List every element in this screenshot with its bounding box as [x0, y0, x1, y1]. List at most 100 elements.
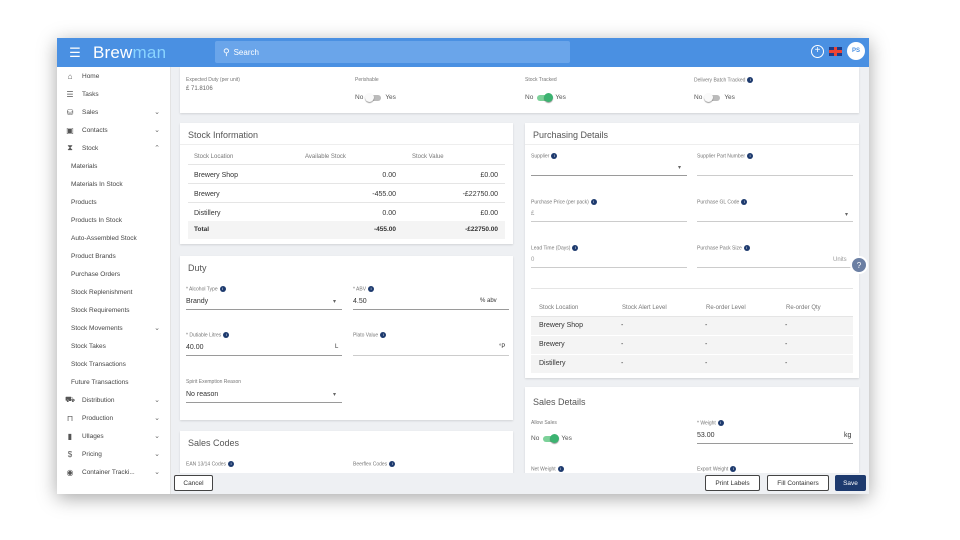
sidebar-item[interactable]: Auto-Assembled Stock: [57, 229, 170, 247]
fill-containers-button[interactable]: Fill Containers: [767, 475, 829, 491]
sidebar-item[interactable]: Materials: [57, 157, 170, 175]
switch[interactable]: [704, 92, 721, 102]
sidebar-item[interactable]: Products: [57, 193, 170, 211]
dutiable-litres-input[interactable]: 40.00: [186, 344, 204, 351]
purchase-gl-select[interactable]: [697, 221, 853, 222]
sidebar-item[interactable]: Stock Transactions: [57, 355, 170, 373]
chevron-down-icon[interactable]: ⌄: [154, 469, 160, 476]
brewman-logo[interactable]: Brewman: [93, 43, 166, 63]
sidebar-item[interactable]: ⊓ Production ⌄: [57, 409, 170, 427]
print-labels-button[interactable]: Print Labels: [705, 475, 760, 491]
sidebar-item[interactable]: Future Transactions: [57, 373, 170, 391]
chevron-up-icon[interactable]: ⌃: [154, 145, 160, 152]
ean-codes-label: EAN 13/14 Codes i: [186, 461, 235, 467]
sidebar-item[interactable]: ⌂ Home: [57, 67, 170, 85]
dropdown-arrow-icon[interactable]: ▾: [845, 212, 849, 218]
avatar[interactable]: PS: [847, 42, 865, 60]
abv-input[interactable]: 4.50: [353, 298, 367, 305]
lead-time-input[interactable]: 0: [531, 257, 535, 263]
sidebar-item[interactable]: ▣ Contacts ⌄: [57, 121, 170, 139]
sidebar-item-label: Container Tracki...: [82, 468, 135, 476]
info-icon[interactable]: i: [747, 153, 754, 159]
supplier-part-input[interactable]: [697, 175, 853, 176]
sidebar-item[interactable]: Purchase Orders: [57, 265, 170, 283]
info-icon[interactable]: i: [551, 153, 558, 159]
row-reorder-level[interactable]: -: [705, 341, 708, 348]
help-icon[interactable]: ?: [850, 256, 868, 274]
info-icon[interactable]: i: [747, 77, 754, 83]
chevron-down-icon[interactable]: ⌄: [154, 109, 160, 116]
row-reorder-level[interactable]: -: [705, 360, 708, 367]
info-icon[interactable]: i: [730, 466, 737, 472]
purchase-price-input[interactable]: £: [531, 211, 535, 217]
sidebar-item[interactable]: Products In Stock: [57, 211, 170, 229]
dropdown-arrow-icon[interactable]: ▾: [678, 165, 682, 171]
chevron-down-icon[interactable]: ⌄: [154, 451, 160, 458]
row-reorder-qty[interactable]: -: [785, 360, 788, 367]
sidebar-item[interactable]: Stock Replenishment: [57, 283, 170, 301]
info-icon[interactable]: i: [741, 199, 748, 205]
perishable-toggle[interactable]: No Yes: [355, 92, 396, 102]
supplier-text: Supplier: [531, 153, 550, 160]
chevron-down-icon[interactable]: ⌄: [154, 415, 160, 422]
sidebar-item[interactable]: ⛟ Distribution ⌄: [57, 391, 170, 409]
alcohol-type-select[interactable]: Brandy: [186, 298, 209, 305]
search-input[interactable]: ⚲ Search: [215, 41, 570, 63]
info-icon[interactable]: i: [590, 199, 597, 205]
weight-input[interactable]: 53.00: [697, 432, 715, 439]
spirit-exemption-select[interactable]: No reason: [186, 391, 219, 398]
pack-size-input[interactable]: [697, 267, 853, 268]
info-icon[interactable]: i: [380, 332, 387, 338]
dropdown-arrow-icon[interactable]: ▾: [333, 392, 337, 398]
sidebar-item[interactable]: $ Pricing ⌄: [57, 445, 170, 463]
info-icon[interactable]: i: [368, 286, 375, 292]
sidebar-item[interactable]: Stock Requirements: [57, 301, 170, 319]
switch[interactable]: [365, 92, 382, 102]
chevron-down-icon[interactable]: ⌄: [154, 325, 160, 332]
menu-icon[interactable]: ☰: [69, 44, 81, 60]
batch-tracked-toggle[interactable]: No Yes: [694, 92, 735, 102]
net-weight-text: Net Weight: [531, 466, 556, 473]
info-icon[interactable]: i: [572, 245, 579, 251]
row-location: Brewery: [194, 191, 220, 198]
row-reorder-qty[interactable]: -: [785, 341, 788, 348]
info-icon[interactable]: i: [743, 245, 750, 251]
sidebar-item[interactable]: ⧗ Stock ⌃: [57, 139, 170, 157]
info-icon[interactable]: i: [228, 461, 235, 467]
info-icon[interactable]: i: [557, 466, 564, 472]
sidebar-item[interactable]: Stock Movements ⌄: [57, 319, 170, 337]
cancel-button[interactable]: Cancel: [174, 475, 213, 491]
sidebar-item[interactable]: Product Brands: [57, 247, 170, 265]
col-stock-location: Stock Location: [539, 305, 579, 311]
sidebar-item[interactable]: ◉ Container Tracki... ⌄: [57, 463, 170, 481]
sidebar-item[interactable]: ⛁ Sales ⌄: [57, 103, 170, 121]
chevron-down-icon[interactable]: ⌄: [154, 397, 160, 404]
supplier-select[interactable]: [531, 175, 687, 176]
info-icon[interactable]: i: [717, 420, 724, 426]
allow-sales-toggle[interactable]: No Yes: [531, 433, 572, 443]
switch[interactable]: [543, 433, 560, 443]
spirit-exemption-label: Spirit Exemption Reason: [186, 379, 242, 385]
row-alert[interactable]: -: [621, 360, 624, 367]
chevron-down-icon[interactable]: ⌄: [154, 433, 160, 440]
row-alert[interactable]: -: [621, 322, 624, 329]
dutiable-litres-text: * Dutiable Litres: [186, 332, 222, 339]
sidebar-item[interactable]: Stock Takes: [57, 337, 170, 355]
uk-flag-icon[interactable]: [829, 46, 842, 56]
info-icon[interactable]: i: [389, 461, 396, 467]
sidebar-item[interactable]: Materials In Stock: [57, 175, 170, 193]
chevron-down-icon[interactable]: ⌄: [154, 127, 160, 134]
sidebar-item[interactable]: ▮ Ullages ⌄: [57, 427, 170, 445]
row-reorder-level[interactable]: -: [705, 322, 708, 329]
info-icon[interactable]: i: [219, 286, 226, 292]
dropdown-arrow-icon[interactable]: ▾: [333, 299, 337, 305]
info-icon[interactable]: i: [223, 332, 230, 338]
switch[interactable]: [537, 92, 554, 102]
lead-time-label: Lead Time (Days) i: [531, 245, 579, 251]
add-icon[interactable]: +: [811, 44, 824, 58]
save-button[interactable]: Save: [835, 475, 866, 491]
sidebar-item[interactable]: ☰ Tasks: [57, 85, 170, 103]
row-alert[interactable]: -: [621, 341, 624, 348]
row-reorder-qty[interactable]: -: [785, 322, 788, 329]
stock-tracked-toggle[interactable]: No Yes: [525, 92, 566, 102]
